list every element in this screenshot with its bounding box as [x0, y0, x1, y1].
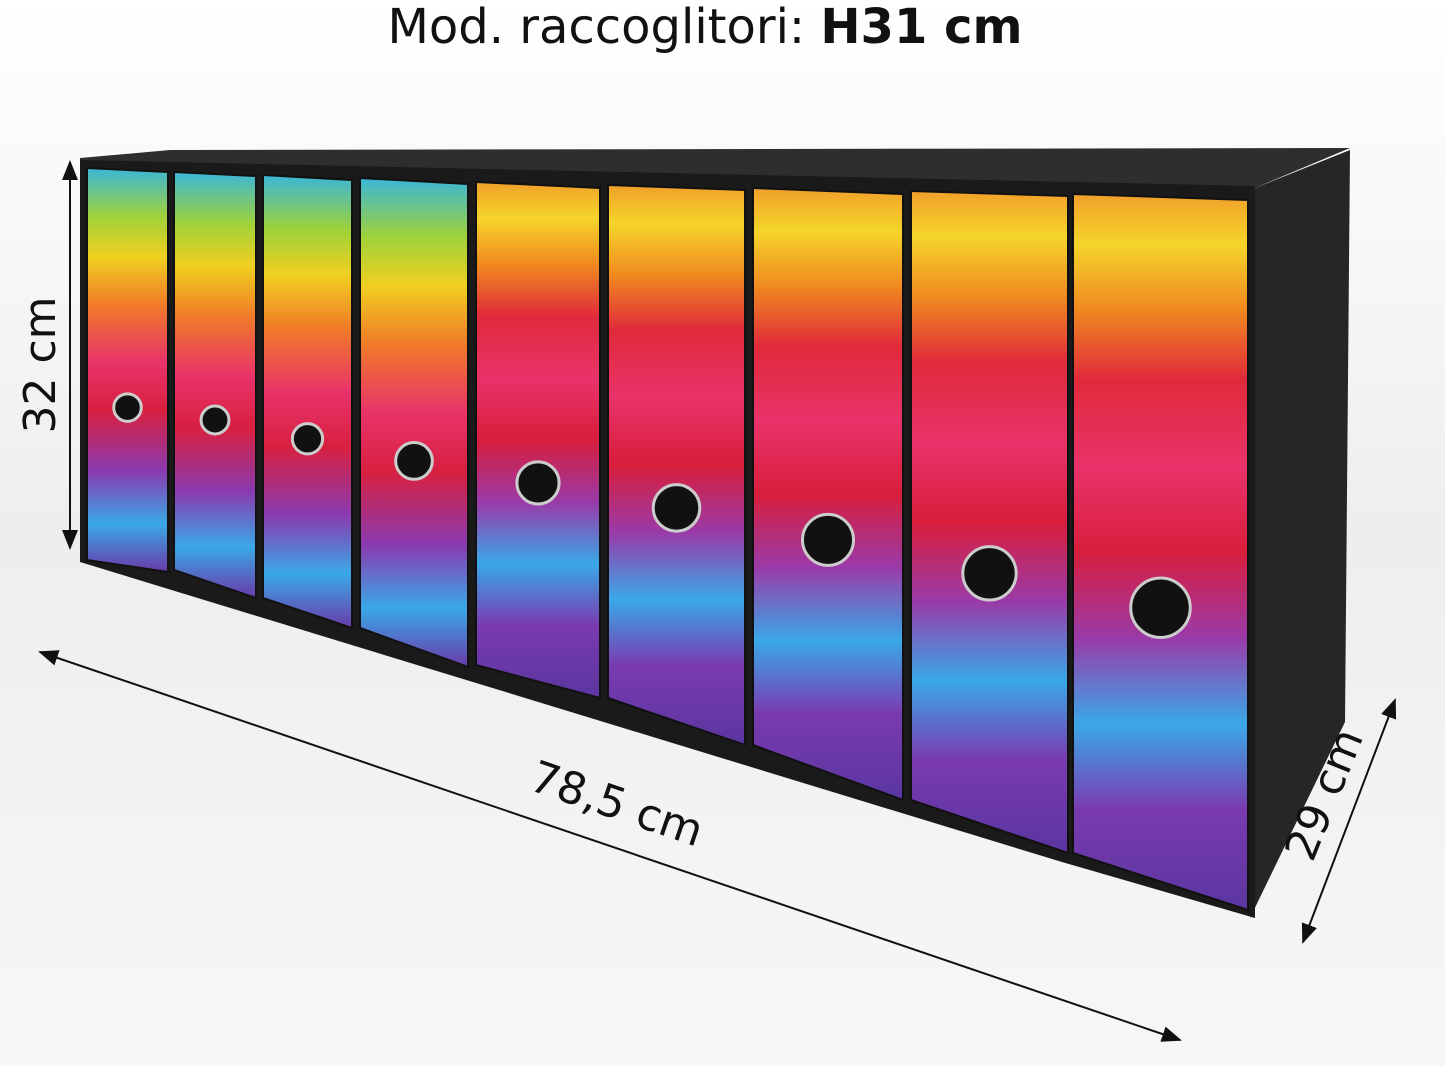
binder-hole	[290, 422, 325, 456]
binder-hole	[1129, 576, 1192, 639]
binder-spine	[173, 170, 257, 600]
binder-hole	[801, 512, 855, 567]
binder-spine	[359, 176, 469, 669]
title: Mod. raccoglitori: H31 cm	[387, 0, 1022, 55]
title-label: Mod. raccoglitori:	[387, 0, 805, 55]
height-label: 32 cm	[15, 296, 66, 433]
binder-hole	[651, 483, 702, 533]
binder-spine	[607, 183, 746, 747]
binder-hole	[515, 460, 561, 506]
binder-spine	[910, 189, 1069, 855]
binder-spine	[1072, 192, 1249, 912]
binder-hole	[199, 404, 231, 436]
title-value: H31 cm	[820, 0, 1022, 55]
binder-hole	[394, 441, 434, 481]
binder-spine	[262, 173, 353, 630]
binder-hole	[112, 392, 143, 423]
box-top	[80, 148, 1350, 188]
depth-arrow	[1301, 698, 1397, 944]
binder-spine	[752, 186, 904, 802]
binder-spine	[86, 166, 169, 574]
width-arrow	[38, 650, 1182, 1042]
binder-spine	[475, 180, 601, 700]
binder-hole	[961, 545, 1018, 602]
